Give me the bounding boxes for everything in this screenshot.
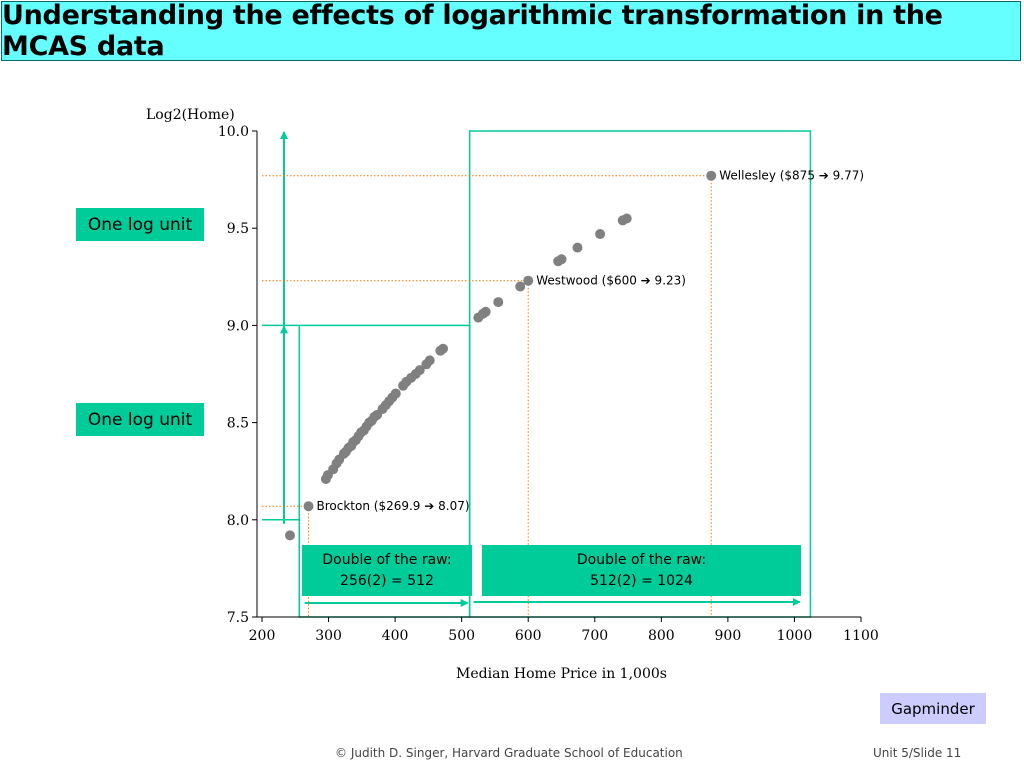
double-box-first: Double of the raw: 256(2) = 512 <box>302 545 472 596</box>
double-box-first-line2: 256(2) = 512 <box>340 572 434 589</box>
x-tick-label: 700 <box>581 628 608 644</box>
labels-layer: Wellesley ($875 ➔ 9.77) Westwood ($600 ➔ … <box>317 169 865 513</box>
data-point <box>515 281 526 292</box>
x-tick-label: 200 <box>249 628 276 644</box>
annotation-label: Brockton ($269.9 ➔ 8.07) <box>317 499 470 513</box>
data-point <box>303 501 314 512</box>
footer-slide-number: Unit 5/Slide 11 <box>873 746 962 760</box>
double-box-second: Double of the raw: 512(2) = 1024 <box>482 545 801 596</box>
footer-copyright: © Judith D. Singer, Harvard Graduate Sch… <box>335 746 683 760</box>
data-point <box>523 275 534 286</box>
x-tick-label: 1000 <box>777 628 813 644</box>
x-tick-label: 500 <box>448 628 475 644</box>
y-tick-label: 10.0 <box>218 124 249 140</box>
data-point <box>621 213 632 224</box>
data-point <box>556 254 567 265</box>
y-tick-label: 8.0 <box>227 513 249 529</box>
x-tick-label: 300 <box>315 628 342 644</box>
data-point <box>390 388 401 399</box>
double-box-second-line1: Double of the raw: <box>576 551 707 568</box>
gapminder-button[interactable]: Gapminder <box>880 693 986 724</box>
x-tick-label: 900 <box>715 628 742 644</box>
data-point <box>493 297 504 308</box>
x-axis-label: Median Home Price in 1,000s <box>456 666 667 682</box>
log-unit-box-upper: One log unit <box>76 208 204 241</box>
points-layer <box>284 170 717 541</box>
y-tick-label: 9.0 <box>227 318 249 334</box>
data-point <box>480 306 491 317</box>
annotation-label: Westwood ($600 ➔ 9.23) <box>536 274 686 288</box>
log-unit-box-lower: One log unit <box>76 403 204 436</box>
y-axis-label: Log2(Home) <box>146 107 235 123</box>
y-tick-label: 9.5 <box>227 221 249 237</box>
x-tick-label: 1100 <box>843 628 879 644</box>
double-box-second-line2: 512(2) = 1024 <box>590 572 693 589</box>
axes-layer: 200 300 400 500 600 700 800 900 1000 1100 7.5 8.0 8.… <box>146 107 879 682</box>
step-256 <box>262 519 301 617</box>
data-point <box>414 365 425 376</box>
x-tick-label: 400 <box>382 628 409 644</box>
data-point <box>284 530 295 541</box>
y-tick-label: 8.5 <box>227 416 249 432</box>
data-point <box>595 229 606 240</box>
data-point <box>438 343 449 354</box>
double-box-first-line1: Double of the raw: <box>322 551 452 568</box>
slide-title: Understanding the effects of logarithmic… <box>2 0 943 62</box>
y-tick-label: 7.5 <box>227 610 249 626</box>
annotation-label: Wellesley ($875 ➔ 9.77) <box>719 169 864 183</box>
title-bar: Understanding the effects of logarithmic… <box>1 0 1021 62</box>
data-point <box>572 242 583 253</box>
x-tick-label: 800 <box>648 628 675 644</box>
x-tick-label: 600 <box>515 628 542 644</box>
data-point <box>706 170 717 181</box>
data-point <box>424 355 435 366</box>
